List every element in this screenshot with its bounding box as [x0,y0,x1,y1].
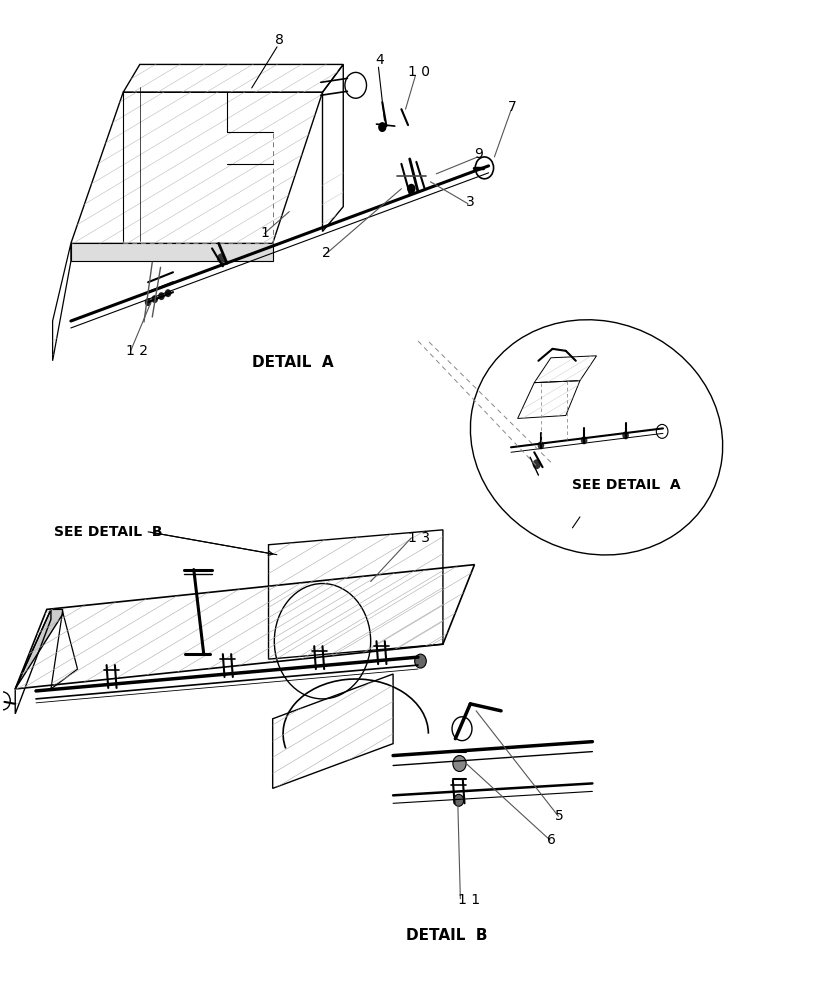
Text: 1 0: 1 0 [408,65,430,79]
Text: 6: 6 [547,833,556,847]
Circle shape [151,295,158,303]
Text: 8: 8 [275,33,284,47]
Text: SEE DETAIL  B: SEE DETAIL B [54,525,163,539]
Circle shape [415,654,426,668]
Circle shape [454,794,464,806]
Text: 1: 1 [260,226,269,240]
Circle shape [407,184,415,194]
Text: 3: 3 [466,195,475,209]
Circle shape [533,459,541,469]
Circle shape [158,292,165,300]
Circle shape [622,431,629,439]
Polygon shape [15,609,63,689]
Circle shape [145,298,151,306]
Text: 9: 9 [475,147,483,161]
Text: DETAIL  B: DETAIL B [405,928,487,943]
Text: 2: 2 [323,246,331,260]
Circle shape [453,756,466,771]
Circle shape [217,253,226,263]
Circle shape [581,436,588,444]
Circle shape [165,289,171,297]
Circle shape [378,122,386,132]
Text: 1 3: 1 3 [408,531,430,545]
Circle shape [538,441,544,449]
Text: SEE DETAIL  A: SEE DETAIL A [572,478,681,492]
Text: 5: 5 [555,809,563,823]
Polygon shape [71,243,273,261]
Text: 1 2: 1 2 [125,344,148,358]
Text: 7: 7 [507,100,517,114]
Text: DETAIL  A: DETAIL A [252,355,334,370]
Text: 1 1: 1 1 [458,893,480,907]
Text: 4: 4 [375,53,384,67]
